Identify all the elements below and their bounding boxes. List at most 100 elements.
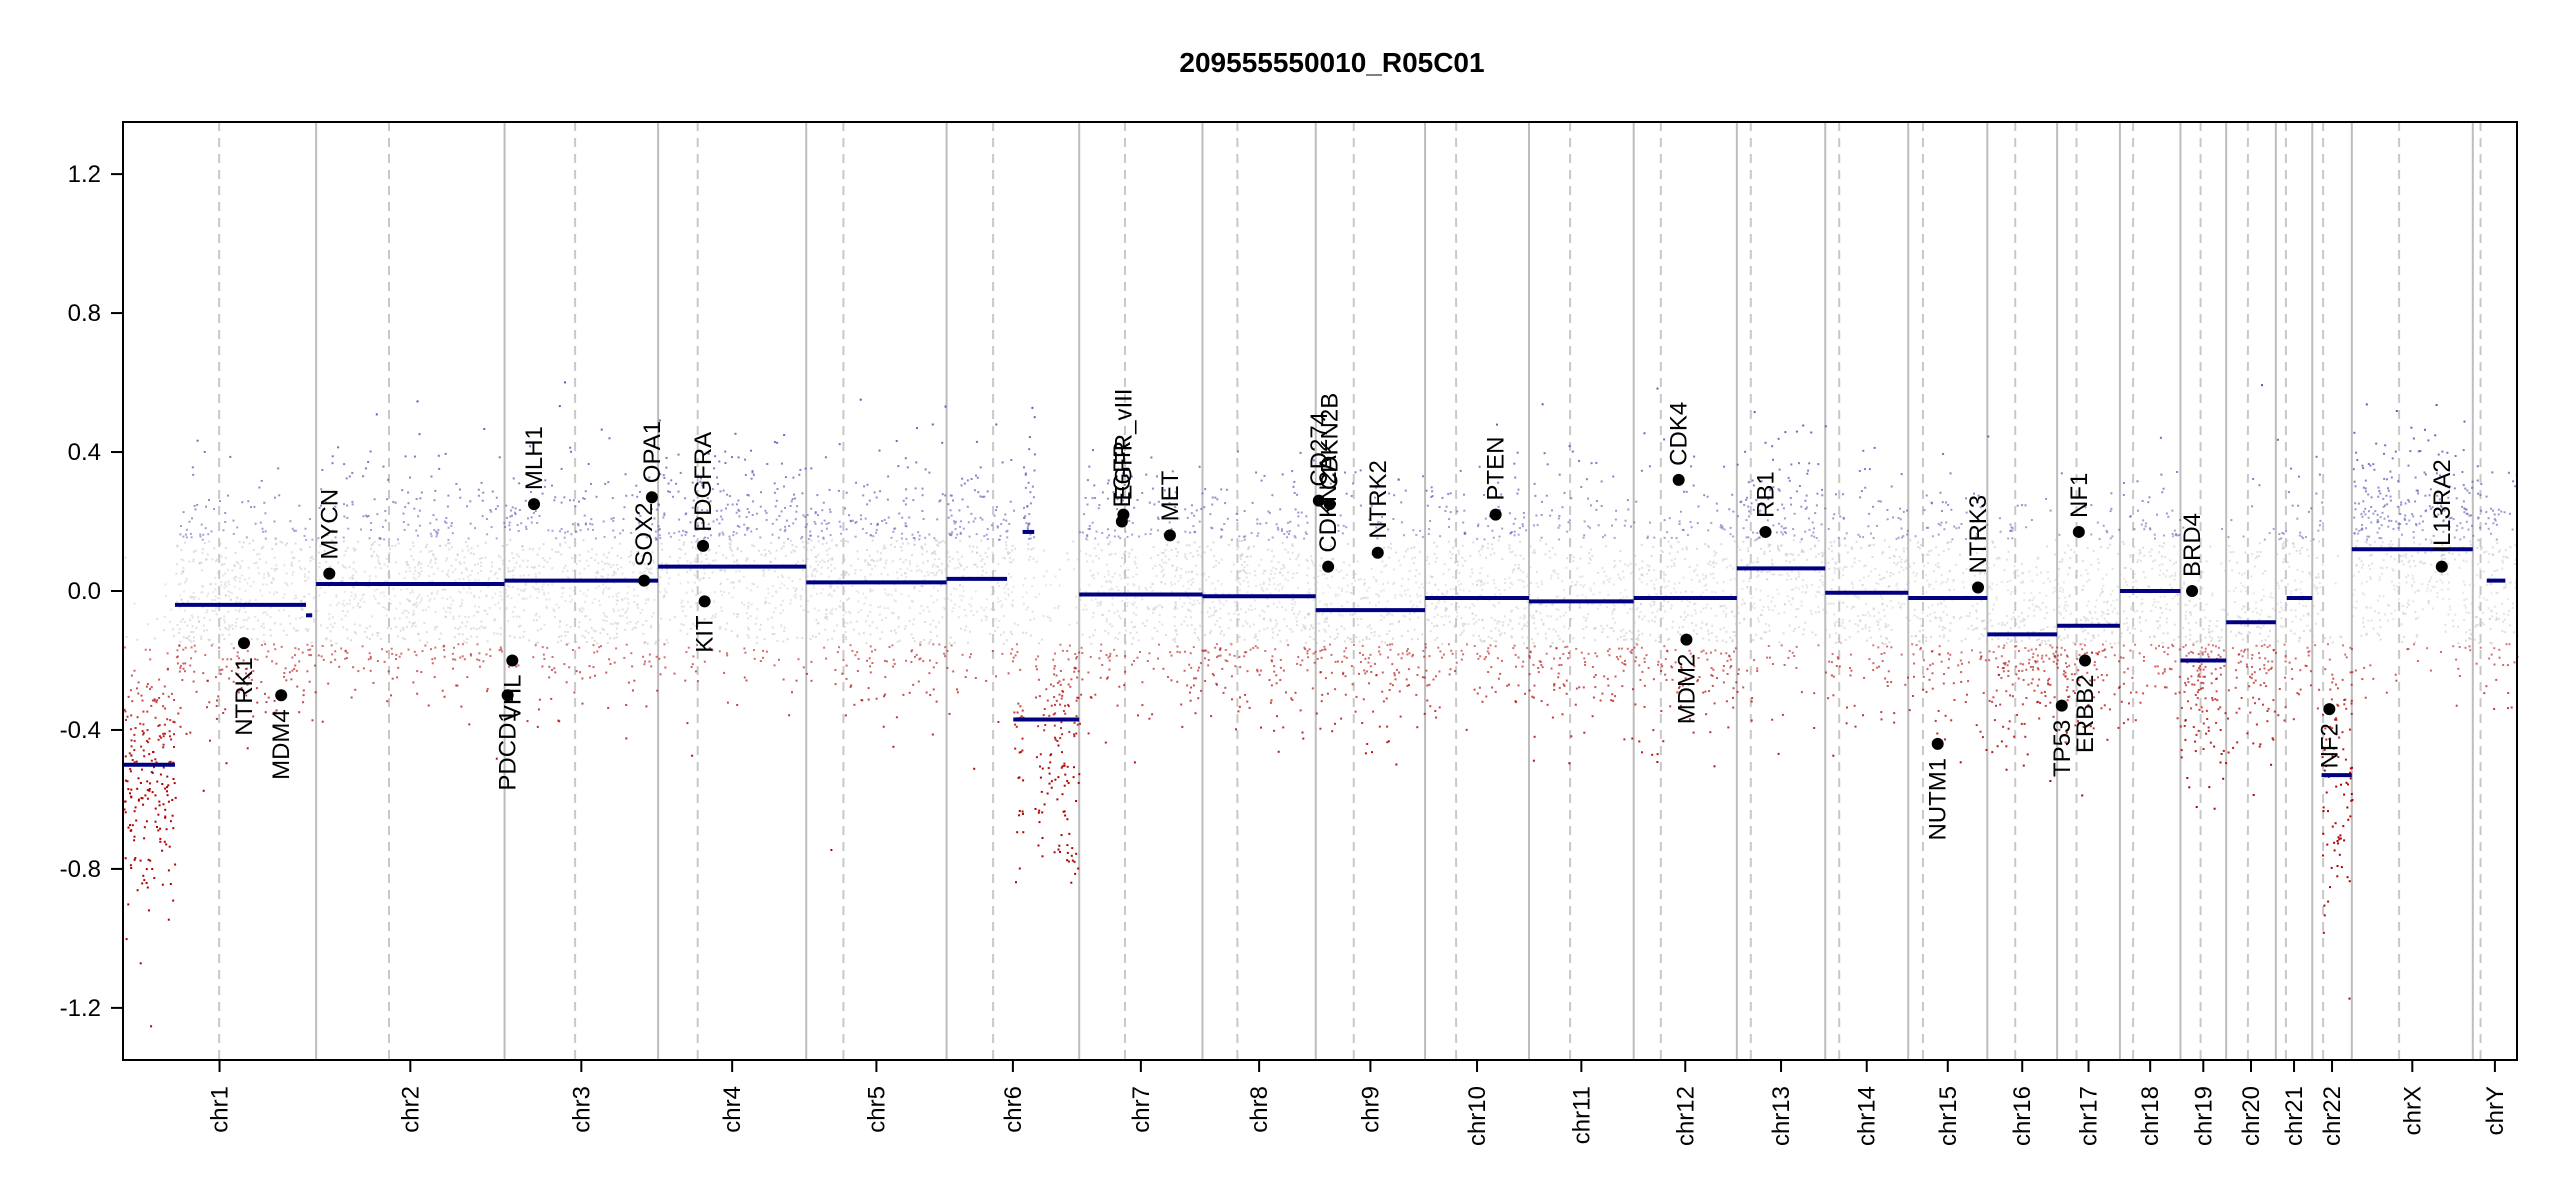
probe-point (1185, 571, 1188, 574)
probe-point (1807, 517, 1810, 520)
probe-point (1334, 660, 1337, 663)
probe-point (696, 515, 699, 518)
probe-point (2514, 587, 2517, 590)
probe-point (597, 562, 600, 565)
probe-point (895, 540, 898, 543)
probe-point (1748, 515, 1751, 518)
probe-point (951, 610, 954, 613)
probe-point (922, 518, 925, 520)
probe-point (2167, 515, 2170, 518)
probe-point (838, 520, 841, 523)
probe-point (2278, 688, 2281, 690)
probe-point (1643, 661, 1646, 663)
probe-point (504, 591, 507, 594)
probe-point (1995, 657, 1998, 660)
probe-point (1449, 492, 1452, 495)
probe-point (2045, 606, 2048, 609)
probe-point (2128, 702, 2130, 705)
probe-point (921, 487, 924, 490)
probe-point (293, 667, 296, 670)
probe-point (515, 665, 518, 668)
probe-point (2355, 545, 2358, 548)
probe-point (1884, 625, 1887, 628)
probe-point (1116, 508, 1119, 511)
probe-point (2204, 650, 2207, 653)
probe-point (2401, 641, 2404, 643)
probe-point (845, 664, 848, 667)
probe-point (585, 615, 588, 618)
probe-point (1750, 502, 1753, 505)
probe-point (511, 610, 514, 613)
probe-point (654, 530, 657, 533)
probe-point (2108, 708, 2111, 711)
probe-point (383, 580, 386, 583)
probe-point (2479, 526, 2481, 529)
probe-point (2211, 697, 2214, 699)
probe-point (561, 570, 564, 573)
probe-point (130, 788, 133, 791)
probe-point (441, 689, 444, 692)
probe-point (1954, 563, 1957, 566)
probe-point (2252, 742, 2255, 745)
probe-point (1101, 614, 1104, 616)
probe-point (1652, 678, 1655, 681)
probe-point (746, 617, 749, 620)
probe-point (732, 581, 735, 584)
probe-point (2184, 617, 2187, 620)
probe-point (2448, 551, 2450, 554)
probe-point (1553, 569, 1556, 572)
probe-point (1468, 606, 1471, 609)
probe-point (204, 527, 207, 530)
probe-point (536, 725, 539, 728)
probe-point (2215, 625, 2218, 628)
probe-point (1255, 471, 1258, 474)
probe-point (1305, 515, 1308, 518)
probe-point (1646, 572, 1649, 575)
probe-point (2487, 527, 2490, 530)
probe-point (771, 633, 774, 635)
probe-point (692, 655, 695, 658)
probe-point (2429, 589, 2432, 592)
probe-point (1700, 610, 1702, 613)
probe-point (732, 612, 735, 615)
probe-point (300, 607, 303, 610)
probe-point (1522, 557, 1525, 560)
probe-point (1279, 571, 1282, 574)
probe-point (2013, 735, 2016, 738)
probe-point (602, 583, 605, 586)
probe-point (662, 516, 665, 519)
probe-point (981, 518, 984, 521)
probe-point (700, 481, 703, 484)
probe-point (836, 624, 838, 627)
probe-point (1392, 518, 1395, 520)
probe-point (270, 606, 273, 609)
probe-point (1772, 486, 1775, 489)
probe-point (581, 606, 584, 609)
probe-point (2173, 545, 2176, 548)
probe-point (2428, 600, 2431, 603)
probe-point (1426, 556, 1429, 559)
probe-point (459, 626, 462, 629)
probe-point (2369, 544, 2372, 547)
probe-point (713, 600, 716, 603)
probe-point (835, 608, 838, 611)
probe-point (571, 649, 574, 651)
probe-point (1609, 627, 1612, 630)
probe-point (1063, 764, 1066, 767)
probe-point (2014, 601, 2017, 604)
probe-point (2119, 600, 2122, 603)
probe-point (2224, 712, 2227, 715)
probe-point (792, 522, 795, 525)
probe-point (2200, 586, 2202, 589)
probe-point (990, 593, 993, 596)
probe-point (231, 624, 234, 627)
probe-point (143, 755, 146, 758)
probe-point (522, 609, 525, 612)
probe-point (1875, 582, 1878, 584)
probe-point (1528, 581, 1531, 584)
probe-point (2009, 579, 2012, 582)
probe-point (1247, 585, 1250, 588)
probe-point (1691, 622, 1694, 624)
probe-point (964, 629, 967, 632)
probe-point (252, 628, 255, 631)
